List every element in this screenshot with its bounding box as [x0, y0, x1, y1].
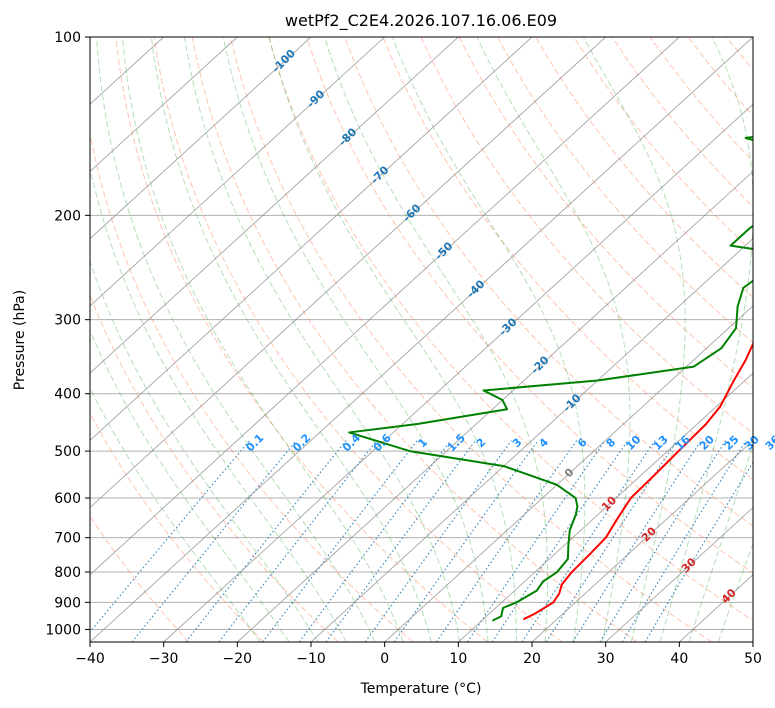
isotherm-line — [90, 37, 385, 307]
isotherm-line — [90, 37, 606, 509]
dry-adiabat-line — [90, 412, 264, 642]
x-tick-label: −20 — [223, 651, 253, 667]
moist-adiabat-line — [391, 37, 586, 642]
isotherm-line — [90, 37, 459, 374]
isotherm-line — [90, 37, 238, 173]
plot-frame — [89, 36, 754, 643]
mixing-ratio-line — [325, 440, 476, 642]
moist-adiabat-line — [150, 37, 432, 642]
isotherm-line — [90, 37, 680, 576]
axes: −40 −30 −20 −10 0 10 20 30 40 50 100 200 300 400 500 60… — [45, 30, 762, 667]
x-tick-label: 30 — [597, 651, 615, 667]
mixing-ratio-line — [521, 440, 656, 642]
x-tick-label: 40 — [670, 651, 688, 667]
isotherm-line — [90, 37, 753, 642]
moist-adiabat-line — [688, 443, 753, 642]
isotherm-line — [163, 103, 753, 642]
x-tick-label: 20 — [523, 651, 541, 667]
y-tick-label: 300 — [54, 313, 81, 329]
dry-adiabat-line — [268, 37, 753, 622]
mixing-ratio-line — [545, 440, 678, 642]
dry-adiabat-line — [382, 37, 753, 481]
isotherm-line — [605, 506, 753, 642]
y-axis-label: Pressure (hPa) — [12, 290, 28, 390]
x-tick-label: −10 — [296, 651, 326, 667]
x-axis-label: Temperature (°C) — [360, 681, 482, 697]
dry-adiabat-line — [765, 37, 775, 642]
dry-adiabat-line — [115, 37, 488, 642]
isotherm-line — [90, 37, 312, 240]
moist-adiabat-line — [90, 165, 347, 642]
y-tick-label: 100 — [54, 30, 81, 46]
y-tick-label: 500 — [54, 444, 81, 460]
y-tick-label: 800 — [54, 565, 81, 581]
dry-adiabat-line — [229, 37, 712, 642]
y-tick-label: 900 — [54, 595, 81, 611]
moist-adiabat-line — [184, 37, 461, 642]
mixing-ratio-line — [572, 440, 702, 642]
mixing-ratio-line — [364, 440, 513, 642]
mixing-ratio-line — [435, 440, 578, 642]
dry-adiabat-line — [535, 37, 753, 298]
mixing-ratio-line — [491, 440, 629, 642]
y-tick-label: 200 — [54, 208, 81, 224]
dewpoint-line — [348, 135, 753, 622]
isotherm-line — [237, 170, 753, 642]
dry-adiabat-line — [90, 293, 339, 642]
mixing-ratio-line — [131, 440, 297, 642]
x-tick-label: 50 — [744, 651, 762, 667]
mixing-ratio-label: 36 — [763, 433, 775, 453]
moist-adiabat-line — [90, 259, 319, 642]
dry-adiabat-line — [191, 37, 638, 642]
isotherm-line — [310, 238, 753, 642]
moist-adiabat-line — [268, 37, 517, 642]
isotherm-line — [384, 305, 753, 642]
moist-adiabat-line — [96, 37, 376, 642]
isotherm-line — [531, 439, 753, 642]
isotherm-line — [90, 37, 533, 441]
moist-adiabat-line — [476, 37, 631, 642]
mixing-ratio-line — [644, 461, 753, 642]
x-tick-label: −40 — [75, 651, 105, 667]
dry-adiabat-line — [90, 515, 190, 642]
mixing-ratio-line — [467, 440, 606, 642]
y-tick-label: 400 — [54, 387, 81, 403]
mixing-ratio-line — [218, 440, 378, 642]
y-tick-label: 600 — [54, 491, 81, 507]
temperature-line — [523, 341, 753, 620]
x-tick-label: 10 — [449, 651, 467, 667]
moist-adiabat-line — [659, 37, 753, 642]
dry-adiabat-line — [458, 37, 753, 389]
moist-adiabat-line — [90, 386, 261, 642]
moist-adiabat-line — [121, 37, 404, 642]
isotherm-line — [752, 641, 753, 642]
dry-adiabat-line — [497, 37, 753, 344]
profile-lines — [348, 135, 753, 622]
y-tick-label: 1000 — [45, 622, 81, 638]
x-tick-label: −30 — [149, 651, 179, 667]
mixing-ratio-line — [599, 440, 727, 642]
mixing-ratio-line — [621, 440, 747, 642]
x-tick-label: 0 — [380, 651, 389, 667]
chart-title: wetPf2_C2E4.2026.107.16.06.E09 — [285, 11, 557, 31]
y-tick-label: 700 — [54, 531, 81, 547]
moist-adiabat-line — [324, 37, 549, 642]
mixing-ratio-line — [90, 440, 251, 634]
dry-adiabat-line — [306, 37, 753, 574]
dry-adiabat-line — [153, 37, 563, 642]
moist-adiabat-line — [582, 37, 686, 642]
moist-adiabat-line — [90, 329, 290, 642]
